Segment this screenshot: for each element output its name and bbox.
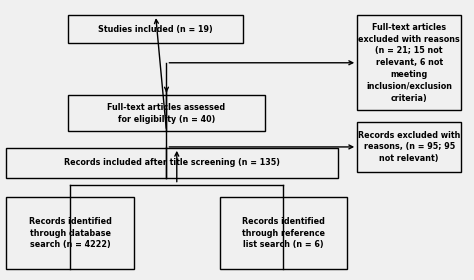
FancyBboxPatch shape [357, 15, 461, 110]
Text: Records identified
through database
search (n = 4222): Records identified through database sear… [29, 217, 111, 249]
FancyBboxPatch shape [6, 197, 134, 269]
Text: Full-text articles assessed
for eligibility (n = 40): Full-text articles assessed for eligibil… [108, 103, 226, 124]
Text: Full-text articles
excluded with reasons
(n = 21; 15 not
relevant, 6 not
meeting: Full-text articles excluded with reasons… [358, 23, 460, 103]
FancyBboxPatch shape [68, 15, 243, 43]
FancyBboxPatch shape [6, 148, 338, 178]
FancyBboxPatch shape [357, 122, 461, 172]
Text: Records excluded with
reasons, (n = 95; 95
not relevant): Records excluded with reasons, (n = 95; … [358, 131, 460, 163]
Text: Studies included (n = 19): Studies included (n = 19) [98, 25, 213, 34]
FancyBboxPatch shape [68, 95, 265, 131]
Text: Records included after title screening (n = 135): Records included after title screening (… [64, 158, 280, 167]
FancyBboxPatch shape [219, 197, 347, 269]
Text: Records identified
through reference
list search (n = 6): Records identified through reference lis… [242, 217, 325, 249]
